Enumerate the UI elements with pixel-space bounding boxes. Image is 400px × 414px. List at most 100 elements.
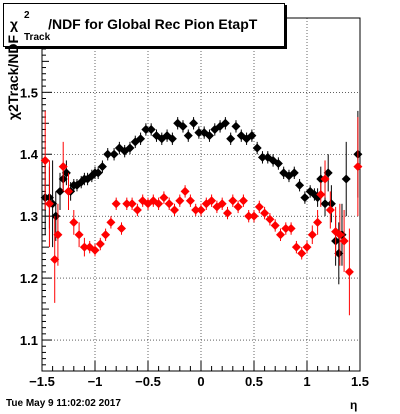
data-point bbox=[101, 230, 111, 240]
data-point bbox=[231, 121, 241, 131]
data-point bbox=[247, 131, 257, 141]
data-point bbox=[111, 199, 121, 209]
data-point bbox=[223, 208, 232, 218]
data-point bbox=[53, 230, 63, 240]
series-1 bbox=[40, 110, 363, 316]
data-point bbox=[141, 124, 151, 134]
data-point bbox=[64, 186, 73, 196]
data-point bbox=[93, 168, 103, 178]
data-point bbox=[220, 118, 230, 128]
data-point bbox=[40, 155, 50, 165]
footer-timestamp: Tue May 9 11:02:02 2017 bbox=[6, 398, 121, 409]
data-point bbox=[180, 186, 190, 196]
data-point bbox=[103, 149, 113, 159]
data-point bbox=[207, 196, 217, 206]
data-point bbox=[117, 224, 126, 234]
data-point bbox=[300, 193, 310, 203]
data-point bbox=[164, 199, 174, 209]
data-point bbox=[233, 202, 243, 212]
data-point bbox=[167, 134, 177, 144]
data-point bbox=[146, 124, 156, 134]
data-point bbox=[178, 121, 188, 131]
data-point bbox=[127, 199, 137, 209]
data-point bbox=[257, 152, 267, 162]
data-point bbox=[196, 205, 206, 215]
data-point bbox=[270, 220, 280, 230]
data-point bbox=[238, 196, 248, 206]
data-point bbox=[95, 239, 105, 249]
x-tick-label: −0.5 bbox=[135, 374, 161, 389]
data-point bbox=[154, 199, 164, 209]
data-point bbox=[320, 174, 330, 184]
data-point bbox=[189, 118, 199, 128]
axes: −1.5 −1 −0.5 0 0.5 1 1.5 1.1 1.2 1.3 1.4 1.5 bbox=[20, 17, 369, 389]
y-tick-label: 1.1 bbox=[20, 333, 38, 348]
x-tick-label: 1 bbox=[303, 374, 310, 389]
data-point bbox=[79, 242, 89, 252]
data-point bbox=[228, 196, 238, 206]
data-point bbox=[339, 236, 349, 246]
title-subscript: Track bbox=[24, 32, 51, 43]
data-point bbox=[249, 211, 259, 221]
data-point bbox=[122, 199, 132, 209]
data-point bbox=[295, 180, 305, 190]
data-point bbox=[252, 143, 262, 153]
series-group bbox=[40, 110, 363, 316]
x-tick-label: 1.5 bbox=[351, 374, 369, 389]
data-point bbox=[323, 168, 333, 178]
data-point bbox=[273, 159, 283, 169]
y-label-text: χ2Track/NDF bbox=[5, 34, 21, 120]
y-tick-label: 1.4 bbox=[20, 147, 39, 162]
data-point bbox=[341, 174, 351, 184]
x-axis-label: η bbox=[350, 398, 358, 412]
title-box: 2 Track χ/NDF for Global Rec Pion EtapT bbox=[3, 3, 285, 47]
data-point bbox=[217, 199, 227, 209]
series-0 bbox=[40, 110, 363, 285]
data-point bbox=[159, 193, 169, 203]
data-point bbox=[185, 196, 195, 206]
data-point bbox=[286, 224, 296, 234]
data-point bbox=[170, 205, 179, 215]
data-point bbox=[316, 190, 326, 199]
data-point bbox=[74, 230, 84, 240]
x-tick-label: −1 bbox=[88, 374, 103, 389]
title-rest: /NDF for Global Rec Pion EtapT bbox=[48, 16, 258, 32]
data-point bbox=[276, 230, 285, 240]
data-point bbox=[313, 217, 323, 227]
y-tick-label: 1.2 bbox=[20, 271, 38, 286]
data-point bbox=[297, 248, 307, 258]
y-tick-label: 1.5 bbox=[20, 85, 38, 100]
data-point bbox=[334, 248, 344, 258]
data-point bbox=[353, 162, 363, 172]
data-point bbox=[194, 128, 204, 138]
data-point bbox=[291, 242, 301, 252]
data-point bbox=[58, 162, 68, 172]
title-text: χ/NDF for Global Rec Pion EtapT bbox=[10, 16, 257, 32]
data-point bbox=[69, 217, 79, 227]
data-point bbox=[344, 267, 354, 277]
data-point bbox=[106, 217, 116, 227]
data-point bbox=[90, 245, 100, 255]
data-point bbox=[125, 143, 135, 153]
title-chi: χ bbox=[10, 16, 19, 32]
data-point bbox=[281, 224, 291, 234]
data-point bbox=[183, 131, 193, 141]
data-point bbox=[97, 162, 107, 172]
data-point bbox=[55, 186, 65, 196]
y-tick-label: 1.3 bbox=[20, 209, 38, 224]
data-point bbox=[136, 134, 146, 144]
data-point bbox=[175, 196, 185, 206]
data-point bbox=[109, 149, 119, 159]
data-point bbox=[204, 131, 214, 141]
data-point bbox=[307, 230, 317, 240]
data-point bbox=[260, 208, 270, 218]
data-point bbox=[325, 205, 335, 215]
data-point bbox=[226, 134, 236, 144]
data-point bbox=[44, 199, 54, 209]
data-point bbox=[320, 199, 330, 209]
data-point bbox=[326, 199, 336, 209]
y-axis-label: χ2Track/NDF bbox=[5, 35, 21, 120]
title-superscript: 2 bbox=[24, 10, 30, 21]
data-point bbox=[132, 205, 142, 215]
